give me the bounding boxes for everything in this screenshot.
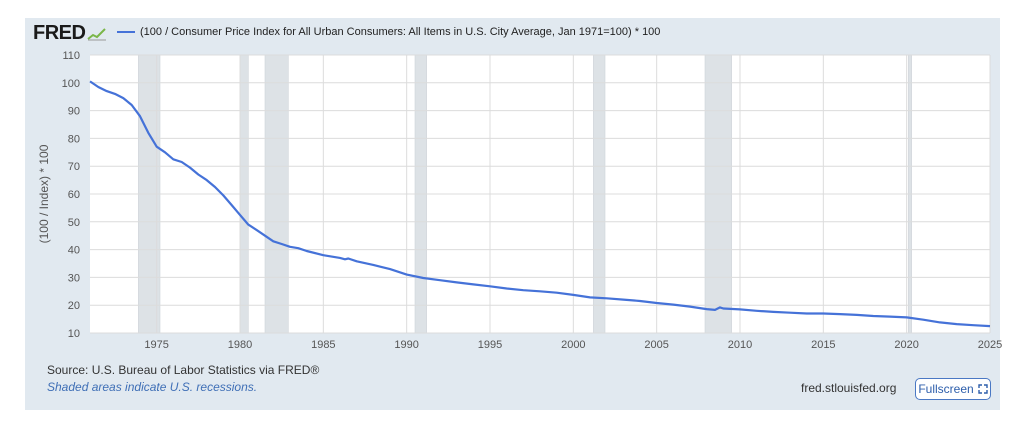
fullscreen-label: Fullscreen — [918, 382, 974, 396]
y-tick-label: 50 — [68, 217, 80, 229]
x-tick-label: 1985 — [311, 339, 335, 351]
legend-swatch — [117, 31, 135, 33]
x-tick-label: 2005 — [644, 339, 668, 351]
x-tick-label: 2025 — [978, 339, 1002, 351]
legend-label: (100 / Consumer Price Index for All Urba… — [140, 26, 661, 38]
legend: (100 / Consumer Price Index for All Urba… — [117, 26, 660, 38]
y-axis-label: (100 / Index) * 100 — [37, 144, 51, 243]
fred-brand[interactable]: FRED — [33, 22, 107, 45]
fred-graph-icon — [87, 27, 107, 40]
source-note: Source: U.S. Bureau of Labor Statistics … — [47, 363, 320, 377]
x-tick-label: 2000 — [561, 339, 585, 351]
y-tick-label: 100 — [62, 78, 80, 90]
site-link[interactable]: fred.stlouisfed.org — [801, 381, 897, 395]
fred-logo: FRED — [33, 22, 86, 44]
x-tick-label: 1975 — [144, 339, 168, 351]
x-tick-label: 2015 — [811, 339, 835, 351]
y-tick-label: 110 — [62, 50, 80, 62]
x-tick-label: 1980 — [228, 339, 252, 351]
y-tick-label: 40 — [68, 245, 80, 257]
recession-note: Shaded areas indicate U.S. recessions. — [47, 380, 258, 394]
fullscreen-button[interactable]: Fullscreen — [915, 378, 991, 400]
x-tick-label: 1995 — [478, 339, 502, 351]
y-tick-label: 20 — [68, 300, 80, 312]
x-tick-label: 1990 — [394, 339, 418, 351]
y-tick-label: 70 — [68, 161, 80, 173]
y-tick-label: 30 — [68, 272, 80, 284]
y-tick-label: 10 — [68, 328, 80, 340]
y-tick-label: 60 — [68, 189, 80, 201]
y-tick-label: 80 — [68, 133, 80, 145]
series-line — [89, 80, 991, 328]
fullscreen-icon — [977, 384, 988, 394]
y-tick-label: 90 — [68, 106, 80, 118]
x-tick-label: 2020 — [894, 339, 918, 351]
x-tick-label: 2010 — [728, 339, 752, 351]
